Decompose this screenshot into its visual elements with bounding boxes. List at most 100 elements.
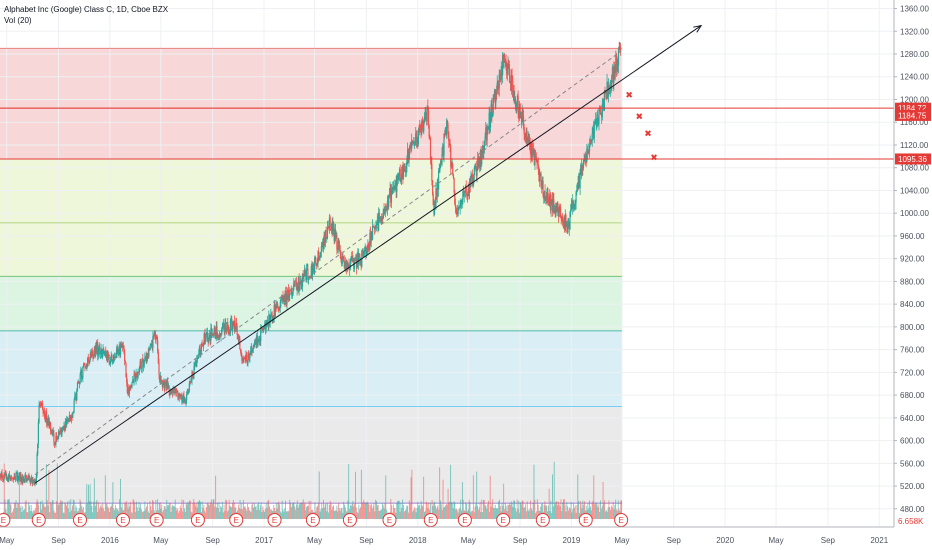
volume-bar xyxy=(132,499,134,519)
candle-body xyxy=(128,387,130,394)
candle-body xyxy=(449,142,451,148)
candle-body xyxy=(539,175,541,182)
candle-body xyxy=(462,191,464,200)
volume-bar xyxy=(492,499,494,519)
candle-body xyxy=(582,159,585,169)
volume-bar xyxy=(225,499,227,519)
volume-bar xyxy=(469,502,471,519)
volume-bar xyxy=(232,503,233,519)
candle-body xyxy=(334,229,336,241)
candle-body xyxy=(69,415,71,420)
volume-bar xyxy=(280,512,282,519)
volume-bar xyxy=(395,512,397,519)
candle-body xyxy=(202,343,205,347)
candle-body xyxy=(142,358,144,361)
candle-body xyxy=(179,395,182,398)
volume-bar xyxy=(358,504,360,519)
volume-bar xyxy=(34,508,36,519)
candle-body xyxy=(592,127,595,139)
volume-bar xyxy=(583,504,585,519)
volume-bar xyxy=(485,505,487,519)
candle-body xyxy=(84,366,87,368)
volume-bar xyxy=(246,510,248,519)
volume-bar xyxy=(282,509,284,519)
volume-bar xyxy=(11,512,13,519)
candle-body xyxy=(157,340,159,353)
candle-body xyxy=(412,141,414,143)
volume-bar xyxy=(517,508,519,519)
candle-body xyxy=(321,245,323,248)
candle-body xyxy=(250,347,252,351)
volume-bar xyxy=(324,504,326,519)
candle-body xyxy=(274,304,276,312)
volume-bar xyxy=(205,507,207,519)
volume-bar xyxy=(16,507,18,519)
y-tick-label: 640.00 xyxy=(900,414,925,423)
plot-area: ✖✖✖✖E E E E E E E E E E E E E E E E E xyxy=(0,0,894,527)
volume-bar xyxy=(461,482,463,519)
candle-body xyxy=(495,91,497,103)
candle-body xyxy=(115,352,117,358)
volume-bar xyxy=(219,511,221,519)
candle-body xyxy=(88,361,90,364)
candle-body xyxy=(342,256,344,259)
volume-bar xyxy=(106,502,108,519)
candle-body xyxy=(553,199,555,212)
candle-body xyxy=(541,181,543,188)
volume-indicator-label[interactable]: Vol (20) xyxy=(4,16,32,25)
volume-bar xyxy=(258,502,260,519)
candle-body xyxy=(470,175,472,187)
volume-bar xyxy=(397,501,398,519)
candle-body xyxy=(25,475,27,482)
candle-body xyxy=(253,344,255,348)
candle-body xyxy=(407,149,409,159)
candle-body xyxy=(535,156,537,160)
symbol-title[interactable]: Alphabet Inc (Google) Class C, 1D, Cboe … xyxy=(4,5,169,14)
candle-body xyxy=(97,350,99,356)
candle-body xyxy=(209,335,211,341)
candle-body xyxy=(529,143,531,149)
candle-body xyxy=(226,322,228,332)
volume-bar xyxy=(268,499,270,519)
candle-body xyxy=(8,474,11,478)
candle-body xyxy=(306,268,308,270)
volume-bar xyxy=(296,500,298,519)
candle-body xyxy=(177,397,180,399)
candle-body xyxy=(330,223,333,230)
volume-bar xyxy=(111,503,113,519)
candle-body xyxy=(549,193,552,211)
volume-bar xyxy=(307,505,309,519)
candle-body xyxy=(148,349,151,351)
volume-bar xyxy=(502,505,504,519)
candle-body xyxy=(568,222,570,225)
volume-bar xyxy=(232,499,234,519)
volume-bar xyxy=(306,506,308,519)
candle-body xyxy=(569,211,571,230)
candle-body xyxy=(489,112,491,128)
candle-body xyxy=(106,353,108,361)
y-tick-label: 1120.00 xyxy=(900,141,929,150)
candle-body xyxy=(411,140,413,149)
volume-bar xyxy=(494,504,496,519)
candle-body xyxy=(409,146,411,153)
volume-bar xyxy=(378,510,380,519)
candle-body xyxy=(136,375,139,377)
candle-body xyxy=(215,333,217,339)
volume-bar xyxy=(580,504,582,519)
volume-bar xyxy=(238,508,240,519)
candle-body xyxy=(557,210,560,217)
candle-body xyxy=(318,251,320,261)
volume-bar xyxy=(489,475,491,519)
candle-body xyxy=(305,275,307,281)
candle-body xyxy=(546,188,548,200)
candle-body xyxy=(431,164,433,181)
candle-body xyxy=(247,353,249,365)
candle-body xyxy=(169,391,172,395)
candle-body xyxy=(140,361,142,368)
volume-bar xyxy=(411,469,413,519)
candle-body xyxy=(434,201,436,207)
candle-body xyxy=(526,137,529,142)
candle-body xyxy=(284,294,286,302)
candle-body xyxy=(26,478,28,482)
